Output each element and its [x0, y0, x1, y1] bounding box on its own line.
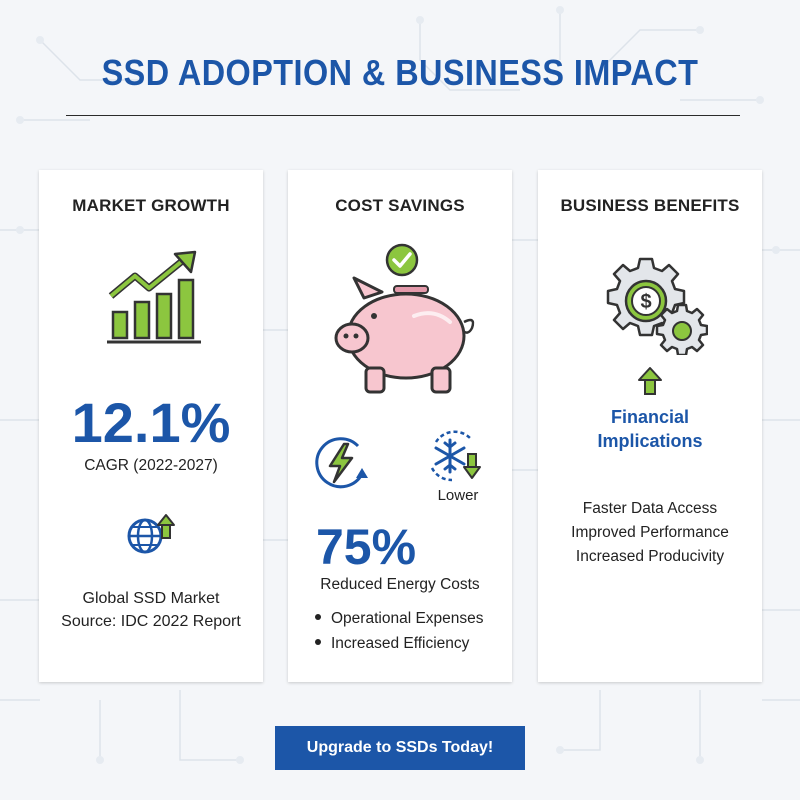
financial-implications-heading: Financial Implications — [538, 405, 762, 453]
snowflake-down-icon — [430, 430, 481, 482]
arrow-up-icon — [638, 367, 662, 395]
list-item: Operational Expenses — [315, 606, 484, 631]
cost-savings-card: COST SAVINGS Lower 75% R — [288, 170, 512, 682]
list-item: Increased Efficiency — [315, 631, 484, 656]
checkmark-icon — [385, 243, 419, 277]
market-source-line: Source: IDC 2022 Report — [61, 613, 241, 630]
title-divider — [66, 115, 740, 116]
energy-savings-label: Reduced Energy Costs — [320, 576, 480, 593]
lower-label: Lower — [437, 487, 479, 504]
card-title: BUSINESS BENEFITS — [560, 196, 740, 215]
bullet-dot — [315, 613, 321, 620]
bullet-text: Operational Expenses — [331, 610, 484, 627]
list-item: Improved Performance — [571, 524, 729, 541]
card-title: COST SAVINGS — [335, 196, 465, 215]
cagr-stat: 12.1% — [71, 391, 231, 454]
business-benefits-card: BUSINESS BENEFITS $ Financial Implicatio… — [538, 170, 762, 682]
heading-line: Financial — [610, 407, 690, 427]
savings-bullet-list: Operational Expenses Increased Efficienc… — [315, 606, 484, 656]
card-title: MARKET GROWTH — [72, 196, 230, 215]
energy-savings-stat: 75% — [316, 519, 417, 575]
list-item: Increased Producivity — [575, 548, 725, 565]
page-title: SSD ADOPTION & BUSINESS IMPACT — [101, 52, 699, 93]
globe-upload-icon — [127, 514, 175, 554]
bullet-text: Increased Efficiency — [331, 635, 470, 652]
upgrade-cta-button[interactable]: Upgrade to SSDs Today! — [275, 726, 525, 770]
energy-bolt-icon — [315, 437, 368, 489]
benefits-list: Faster Data Access Improved Performance … — [538, 497, 762, 569]
gears-dollar-icon: $ — [606, 257, 708, 355]
piggy-bank-icon — [334, 276, 475, 394]
cagr-label: CAGR (2022-2027) — [84, 457, 218, 474]
heading-line: Implications — [597, 431, 703, 451]
list-item: Faster Data Access — [582, 500, 718, 517]
bar-chart-growth-icon — [107, 250, 201, 344]
svg-text:$: $ — [640, 291, 651, 313]
market-growth-card: MARKET GROWTH 12.1% CAGR (2022-2027) Glo… — [39, 170, 263, 682]
bullet-dot — [315, 638, 321, 645]
market-source-line: Global SSD Market — [82, 590, 220, 607]
